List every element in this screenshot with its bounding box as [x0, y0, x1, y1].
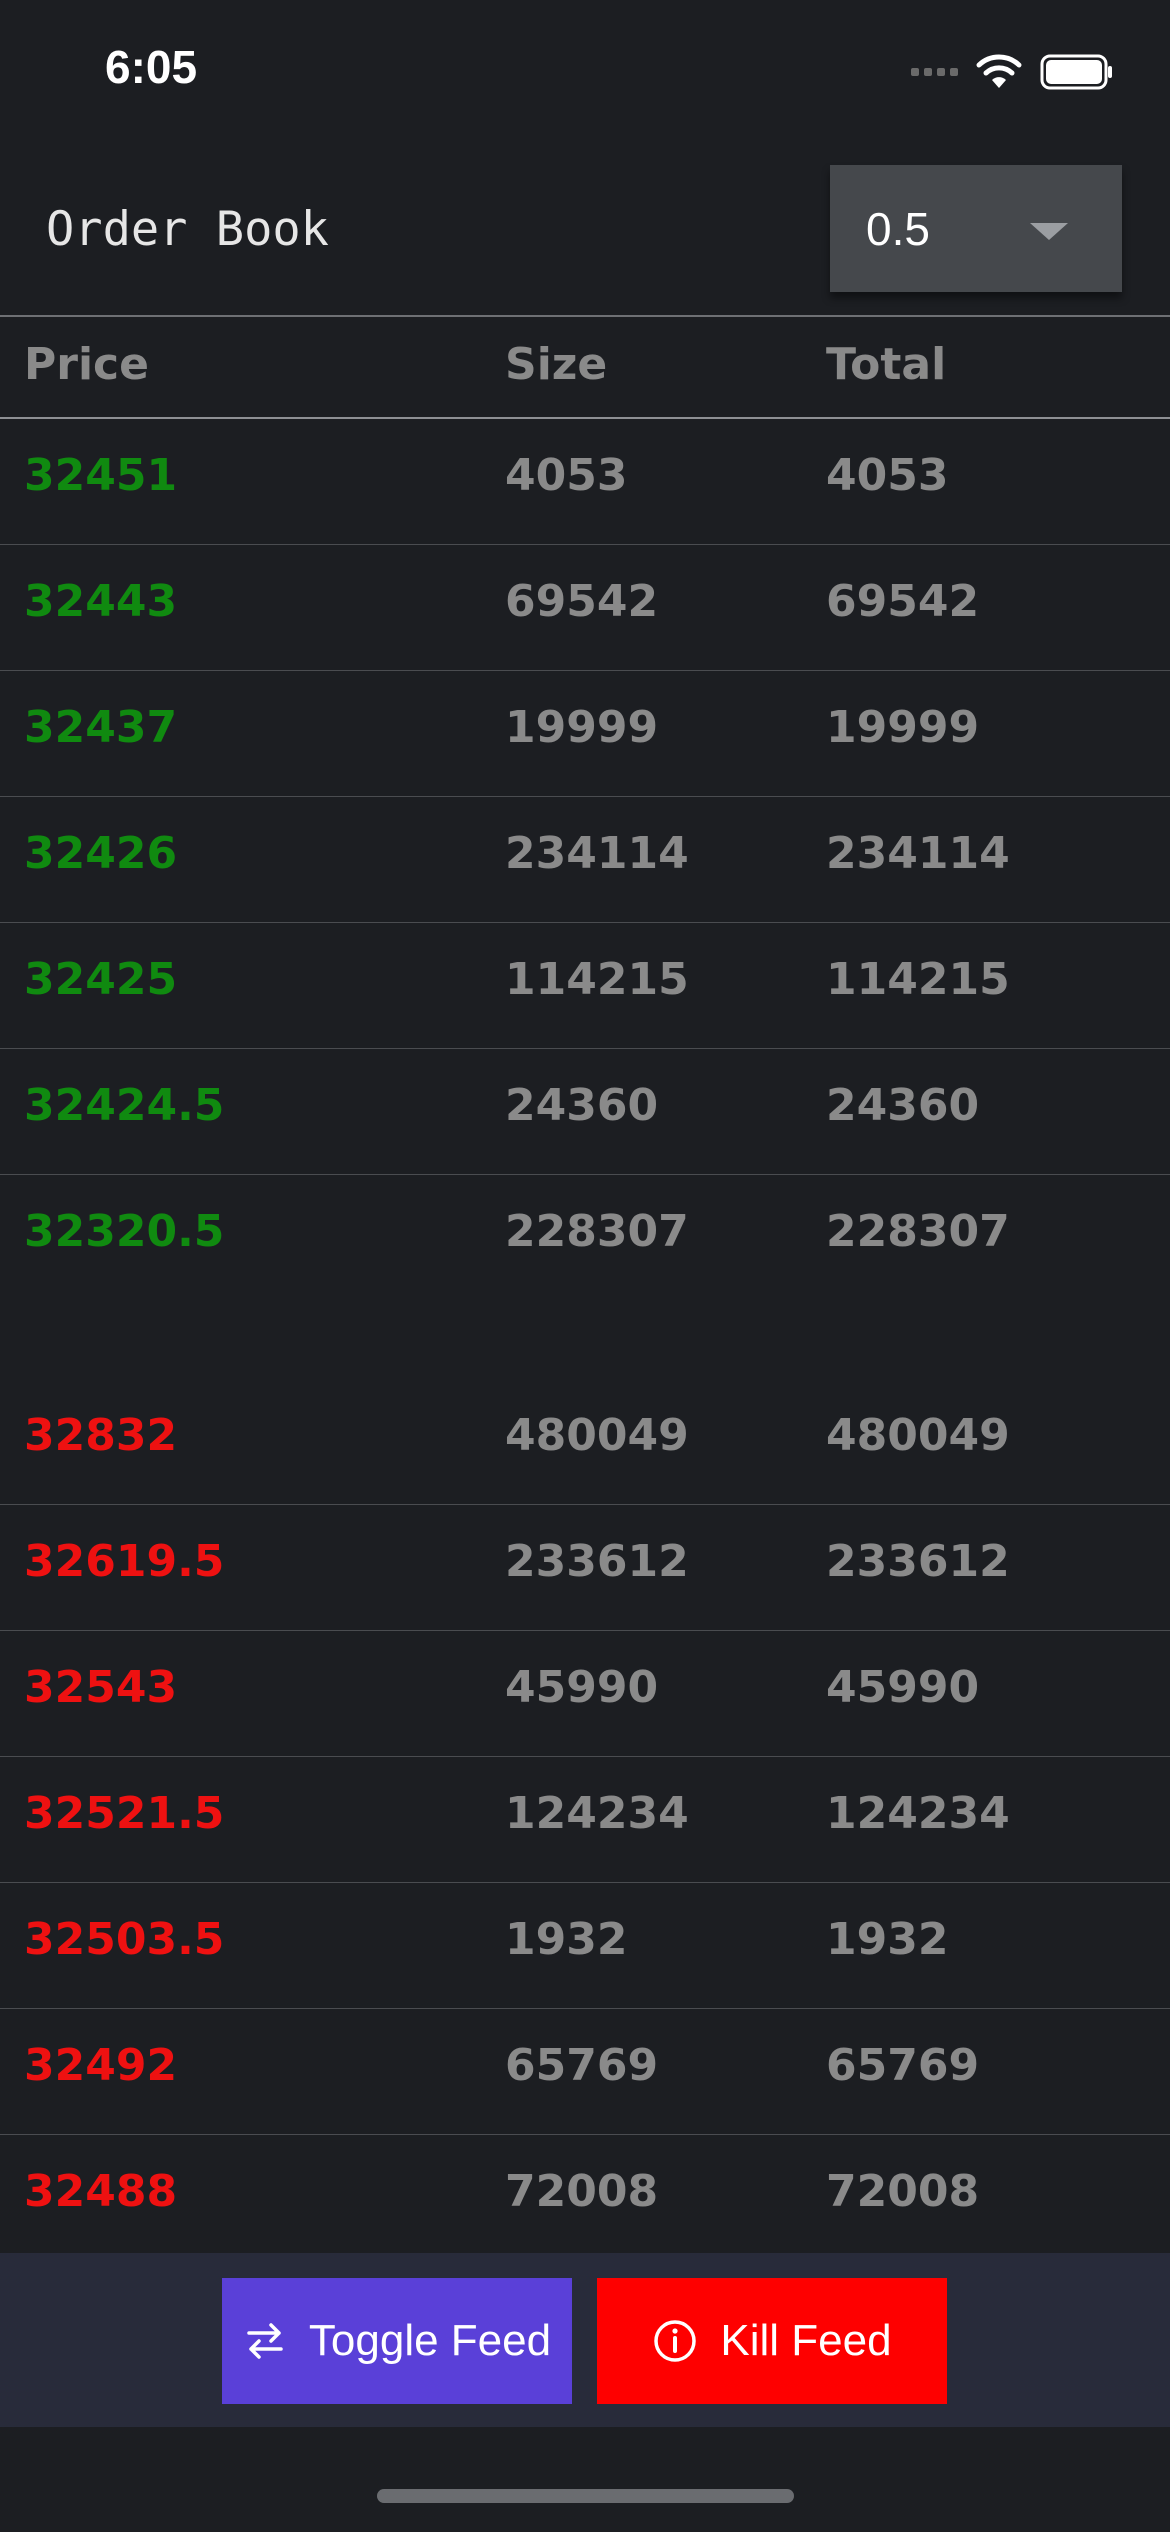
ask-price: 32619.5 [24, 1536, 225, 1587]
bid-size: 234114 [505, 828, 689, 879]
info-icon [654, 2320, 697, 2362]
bid-price: 32425 [24, 954, 178, 1005]
bid-total: 4053 [826, 450, 949, 501]
swap-arrows-icon [247, 2323, 283, 2359]
status-icons [911, 54, 1114, 90]
bid-price: 32443 [24, 576, 178, 627]
ask-total: 124234 [826, 1788, 1010, 1839]
ask-total: 45990 [826, 1662, 980, 1713]
ask-price: 32488 [24, 2166, 178, 2217]
ask-total: 65769 [826, 2040, 980, 2091]
bid-price: 32426 [24, 828, 178, 879]
ask-size: 480049 [505, 1410, 689, 1461]
table-header: Price Size Total [0, 317, 1170, 419]
bid-row: 32437 19999 19999 [0, 671, 1170, 797]
column-header-total: Total [826, 339, 947, 390]
bid-size: 24360 [505, 1080, 659, 1131]
order-book-header: Order Book 0.5 [0, 150, 1170, 317]
ask-price: 32832 [24, 1410, 178, 1461]
ask-total: 72008 [826, 2166, 980, 2217]
ask-price: 32521.5 [24, 1788, 225, 1839]
ask-size: 124234 [505, 1788, 689, 1839]
ask-price: 32543 [24, 1662, 178, 1713]
page-title: Order Book [46, 202, 329, 257]
bid-total: 228307 [826, 1206, 1010, 1257]
ask-size: 45990 [505, 1662, 659, 1713]
battery-icon [1040, 54, 1112, 90]
home-indicator [377, 2489, 794, 2503]
bid-row: 32425 114215 114215 [0, 923, 1170, 1049]
status-bar: 6:05 [0, 0, 1170, 150]
ask-row: 32832 480049 480049 [0, 1379, 1170, 1505]
bid-price: 32437 [24, 702, 178, 753]
wifi-icon [976, 54, 1022, 88]
asks-list: 32832 480049 480049 32619.5 233612 23361… [0, 1379, 1170, 2261]
group-size-value: 0.5 [866, 202, 930, 255]
bid-total: 69542 [826, 576, 980, 627]
bid-price: 32451 [24, 450, 178, 501]
chevron-down-icon [1030, 223, 1068, 240]
ask-row: 32492 65769 65769 [0, 2009, 1170, 2135]
bid-price: 32320.5 [24, 1206, 225, 1257]
kill-feed-label: Kill Feed [720, 2316, 892, 2365]
bid-size: 4053 [505, 450, 628, 501]
toggle-feed-button[interactable]: Toggle Feed [222, 2278, 572, 2404]
bid-size: 228307 [505, 1206, 689, 1257]
bid-row: 32320.5 228307 228307 [0, 1175, 1170, 1301]
bid-total: 234114 [826, 828, 1010, 879]
ask-size: 1932 [505, 1914, 628, 1965]
bid-size: 114215 [505, 954, 689, 1005]
toggle-feed-label: Toggle Feed [308, 2316, 552, 2365]
bid-size: 19999 [505, 702, 659, 753]
group-size-select[interactable]: 0.5 [830, 165, 1122, 292]
ask-total: 1932 [826, 1914, 949, 1965]
ask-total: 233612 [826, 1536, 1010, 1587]
ask-price: 32492 [24, 2040, 178, 2091]
ask-row: 32521.5 124234 124234 [0, 1757, 1170, 1883]
bid-row: 32426 234114 234114 [0, 797, 1170, 923]
ask-size: 72008 [505, 2166, 659, 2217]
bid-row: 32451 4053 4053 [0, 419, 1170, 545]
ask-total: 480049 [826, 1410, 1010, 1461]
ask-row: 32543 45990 45990 [0, 1631, 1170, 1757]
ask-row: 32488 72008 72008 [0, 2135, 1170, 2261]
footer-bar: Toggle Feed Kill Feed [0, 2253, 1170, 2427]
cellular-signal-icon [911, 68, 958, 76]
bids-list: 32451 4053 4053 32443 69542 69542 32437 … [0, 419, 1170, 1301]
ask-size: 65769 [505, 2040, 659, 2091]
bid-price: 32424.5 [24, 1080, 225, 1131]
status-time: 6:05 [105, 41, 198, 93]
bid-row: 32424.5 24360 24360 [0, 1049, 1170, 1175]
bid-size: 69542 [505, 576, 659, 627]
ask-price: 32503.5 [24, 1914, 225, 1965]
column-header-price: Price [24, 339, 149, 390]
bid-total: 114215 [826, 954, 1010, 1005]
bid-row: 32443 69542 69542 [0, 545, 1170, 671]
ask-row: 32503.5 1932 1932 [0, 1883, 1170, 2009]
kill-feed-button[interactable]: Kill Feed [597, 2278, 947, 2404]
bid-total: 24360 [826, 1080, 980, 1131]
column-header-size: Size [505, 339, 608, 390]
ask-row: 32619.5 233612 233612 [0, 1505, 1170, 1631]
ask-size: 233612 [505, 1536, 689, 1587]
bid-total: 19999 [826, 702, 980, 753]
